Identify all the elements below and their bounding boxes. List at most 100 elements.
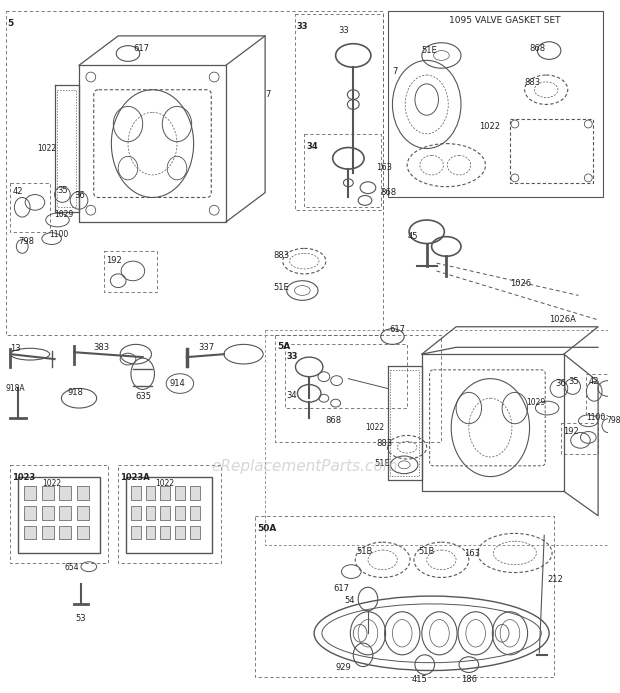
- Text: 42: 42: [588, 377, 599, 386]
- Text: 36: 36: [555, 378, 566, 387]
- Bar: [161, 506, 170, 520]
- Bar: [146, 506, 156, 520]
- Text: 1023A: 1023A: [120, 473, 150, 482]
- Text: 617: 617: [133, 44, 149, 53]
- Bar: [190, 525, 200, 539]
- Bar: [131, 506, 141, 520]
- Text: 1023: 1023: [12, 473, 36, 482]
- Text: 929: 929: [335, 663, 352, 672]
- Text: 51E: 51E: [374, 459, 391, 468]
- Bar: [6, 11, 383, 335]
- Text: 1029: 1029: [526, 398, 545, 407]
- Bar: [104, 252, 157, 292]
- Text: 5: 5: [7, 19, 14, 28]
- Text: 868: 868: [529, 44, 546, 53]
- Text: 918A: 918A: [6, 383, 25, 392]
- Bar: [510, 119, 593, 183]
- Text: 36: 36: [74, 191, 85, 200]
- Text: 1026A: 1026A: [549, 315, 576, 324]
- Bar: [146, 525, 156, 539]
- Bar: [175, 506, 185, 520]
- Text: 45: 45: [407, 231, 418, 240]
- Bar: [561, 423, 598, 454]
- Bar: [175, 486, 185, 500]
- Text: 1022: 1022: [365, 423, 384, 432]
- Text: 13: 13: [11, 344, 21, 353]
- Bar: [42, 506, 53, 520]
- Text: 1100: 1100: [50, 230, 69, 239]
- Bar: [146, 486, 156, 500]
- Text: 51B: 51B: [418, 547, 435, 556]
- Text: 51E: 51E: [422, 46, 438, 55]
- Bar: [24, 486, 36, 500]
- Bar: [24, 506, 36, 520]
- Bar: [60, 486, 71, 500]
- Text: 34: 34: [286, 392, 298, 401]
- Bar: [285, 344, 407, 408]
- Text: 798: 798: [606, 416, 620, 425]
- Bar: [60, 506, 71, 520]
- Bar: [255, 516, 554, 677]
- Text: 883: 883: [525, 78, 541, 87]
- Bar: [11, 183, 50, 231]
- Text: 35: 35: [569, 377, 579, 386]
- Text: 415: 415: [412, 676, 428, 685]
- Text: 51E: 51E: [274, 283, 290, 292]
- Text: 35: 35: [58, 186, 68, 195]
- Text: 617: 617: [389, 325, 405, 334]
- Bar: [304, 134, 381, 207]
- Bar: [77, 525, 89, 539]
- Bar: [126, 477, 212, 553]
- Text: 918: 918: [68, 389, 83, 398]
- Bar: [11, 465, 108, 563]
- Text: 1022: 1022: [479, 122, 500, 131]
- Bar: [77, 486, 89, 500]
- Bar: [388, 11, 603, 198]
- Text: 7: 7: [265, 90, 270, 98]
- Text: eReplacementParts.com: eReplacementParts.com: [211, 459, 397, 474]
- Text: 192: 192: [563, 427, 578, 436]
- Bar: [42, 525, 53, 539]
- Text: 1022: 1022: [42, 479, 61, 488]
- Bar: [275, 335, 441, 442]
- Text: 192: 192: [107, 256, 122, 265]
- Text: 1095 VALVE GASKET SET: 1095 VALVE GASKET SET: [450, 17, 561, 26]
- Bar: [24, 525, 36, 539]
- Text: 1029: 1029: [55, 210, 74, 219]
- Bar: [161, 525, 170, 539]
- Text: 33: 33: [296, 22, 308, 31]
- Text: 1100: 1100: [587, 413, 606, 422]
- Text: 883: 883: [376, 439, 392, 448]
- Text: 1022: 1022: [156, 479, 175, 488]
- Text: 50A: 50A: [257, 524, 277, 533]
- Text: 798: 798: [19, 236, 34, 245]
- Text: 337: 337: [198, 344, 215, 353]
- Bar: [131, 486, 141, 500]
- Text: 868: 868: [381, 188, 397, 197]
- Text: 54: 54: [345, 596, 355, 605]
- Text: 1026: 1026: [510, 279, 531, 288]
- Bar: [161, 486, 170, 500]
- Bar: [190, 486, 200, 500]
- Bar: [265, 330, 608, 545]
- Text: 163: 163: [464, 549, 480, 558]
- Text: 914: 914: [169, 378, 185, 387]
- Text: 53: 53: [76, 614, 86, 623]
- Text: 868: 868: [326, 416, 342, 425]
- Bar: [60, 525, 71, 539]
- Text: 383: 383: [94, 344, 110, 353]
- Text: 654: 654: [64, 563, 79, 572]
- Text: 42: 42: [12, 186, 23, 195]
- Text: 5A: 5A: [277, 342, 290, 351]
- Bar: [175, 525, 185, 539]
- Text: 51B: 51B: [357, 547, 373, 556]
- Text: 163: 163: [376, 163, 392, 172]
- Text: 7: 7: [392, 67, 398, 76]
- Text: 33: 33: [286, 352, 298, 361]
- Bar: [42, 486, 53, 500]
- Text: 617: 617: [334, 584, 350, 593]
- Bar: [118, 465, 221, 563]
- Text: 635: 635: [136, 392, 152, 401]
- Bar: [19, 477, 100, 553]
- Bar: [77, 506, 89, 520]
